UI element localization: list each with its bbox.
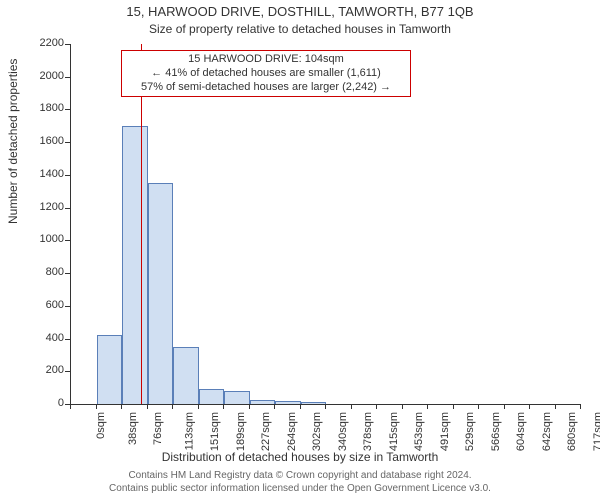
x-tick-label: 566sqm xyxy=(490,412,502,451)
y-tick-mark xyxy=(65,109,70,110)
x-tick-mark xyxy=(427,404,428,409)
x-tick-mark xyxy=(274,404,275,409)
footer-copyright-2: Contains public sector information licen… xyxy=(0,483,600,494)
y-tick-label: 2200 xyxy=(30,37,64,49)
x-tick-label: 415sqm xyxy=(388,412,400,451)
x-tick-mark xyxy=(172,404,173,409)
x-tick-mark xyxy=(147,404,148,409)
y-tick-mark xyxy=(65,175,70,176)
histogram-bar xyxy=(97,335,123,404)
x-tick-label: 227sqm xyxy=(260,412,272,451)
y-tick-mark xyxy=(65,339,70,340)
x-tick-label: 378sqm xyxy=(362,412,374,451)
histogram-bar xyxy=(173,347,199,404)
chart-title-subtitle: Size of property relative to detached ho… xyxy=(0,22,600,36)
x-tick-mark xyxy=(70,404,71,409)
chart-title-address: 15, HARWOOD DRIVE, DOSTHILL, TAMWORTH, B… xyxy=(0,4,600,19)
x-tick-mark xyxy=(249,404,250,409)
x-tick-label: 113sqm xyxy=(183,412,195,450)
x-tick-label: 340sqm xyxy=(337,412,349,451)
histogram-bar xyxy=(148,183,174,404)
x-tick-label: 151sqm xyxy=(209,412,221,451)
y-tick-mark xyxy=(65,44,70,45)
x-tick-mark xyxy=(300,404,301,409)
x-tick-mark xyxy=(504,404,505,409)
x-tick-mark xyxy=(580,404,581,409)
x-tick-mark xyxy=(121,404,122,409)
histogram-bar xyxy=(250,400,276,404)
x-tick-label: 491sqm xyxy=(439,412,451,451)
x-tick-label: 38sqm xyxy=(127,412,139,445)
y-tick-label: 1000 xyxy=(30,233,64,245)
x-axis-label: Distribution of detached houses by size … xyxy=(0,450,600,464)
y-tick-label: 600 xyxy=(30,299,64,311)
x-tick-label: 76sqm xyxy=(152,412,164,445)
y-tick-label: 2000 xyxy=(30,70,64,82)
histogram-bar xyxy=(199,389,225,404)
y-tick-mark xyxy=(65,371,70,372)
y-axis-label: Number of detached properties xyxy=(6,59,20,224)
y-tick-label: 1200 xyxy=(30,201,64,213)
x-tick-mark xyxy=(223,404,224,409)
y-tick-label: 1600 xyxy=(30,135,64,147)
annotation-line: 57% of semi-detached houses are larger (… xyxy=(128,81,404,95)
x-tick-mark xyxy=(555,404,556,409)
x-tick-mark xyxy=(96,404,97,409)
chart-container: 15, HARWOOD DRIVE, DOSTHILL, TAMWORTH, B… xyxy=(0,0,600,500)
x-tick-label: 680sqm xyxy=(566,412,578,451)
x-tick-label: 302sqm xyxy=(311,412,323,451)
x-tick-mark xyxy=(198,404,199,409)
x-tick-mark xyxy=(351,404,352,409)
annotation-box: 15 HARWOOD DRIVE: 104sqm← 41% of detache… xyxy=(121,50,411,97)
x-tick-mark xyxy=(376,404,377,409)
y-tick-label: 1400 xyxy=(30,168,64,180)
histogram-bar xyxy=(224,391,250,404)
footer-copyright-1: Contains HM Land Registry data © Crown c… xyxy=(0,470,600,481)
y-tick-mark xyxy=(65,208,70,209)
x-tick-label: 453sqm xyxy=(413,412,425,451)
x-tick-label: 604sqm xyxy=(515,412,527,451)
x-tick-label: 189sqm xyxy=(235,412,247,451)
x-tick-label: 717sqm xyxy=(592,412,600,451)
x-tick-label: 642sqm xyxy=(541,412,553,451)
y-tick-mark xyxy=(65,77,70,78)
x-tick-label: 529sqm xyxy=(464,412,476,451)
histogram-bar xyxy=(122,126,148,404)
x-tick-mark xyxy=(325,404,326,409)
y-tick-label: 1800 xyxy=(30,102,64,114)
x-tick-label: 0sqm xyxy=(95,412,107,439)
x-tick-mark xyxy=(529,404,530,409)
y-tick-label: 200 xyxy=(30,364,64,376)
property-size-marker-line xyxy=(141,44,142,404)
y-tick-label: 400 xyxy=(30,332,64,344)
histogram-bar xyxy=(301,402,327,404)
annotation-line: ← 41% of detached houses are smaller (1,… xyxy=(128,67,404,81)
x-tick-label: 264sqm xyxy=(286,412,298,451)
x-tick-mark xyxy=(453,404,454,409)
y-tick-label: 800 xyxy=(30,266,64,278)
y-tick-label: 0 xyxy=(30,397,64,409)
histogram-bar xyxy=(275,401,301,404)
y-tick-mark xyxy=(65,240,70,241)
y-tick-mark xyxy=(65,142,70,143)
y-tick-mark xyxy=(65,273,70,274)
annotation-line: 15 HARWOOD DRIVE: 104sqm xyxy=(128,53,404,67)
x-tick-mark xyxy=(402,404,403,409)
y-tick-mark xyxy=(65,306,70,307)
plot-area: 15 HARWOOD DRIVE: 104sqm← 41% of detache… xyxy=(70,44,581,405)
x-tick-mark xyxy=(478,404,479,409)
